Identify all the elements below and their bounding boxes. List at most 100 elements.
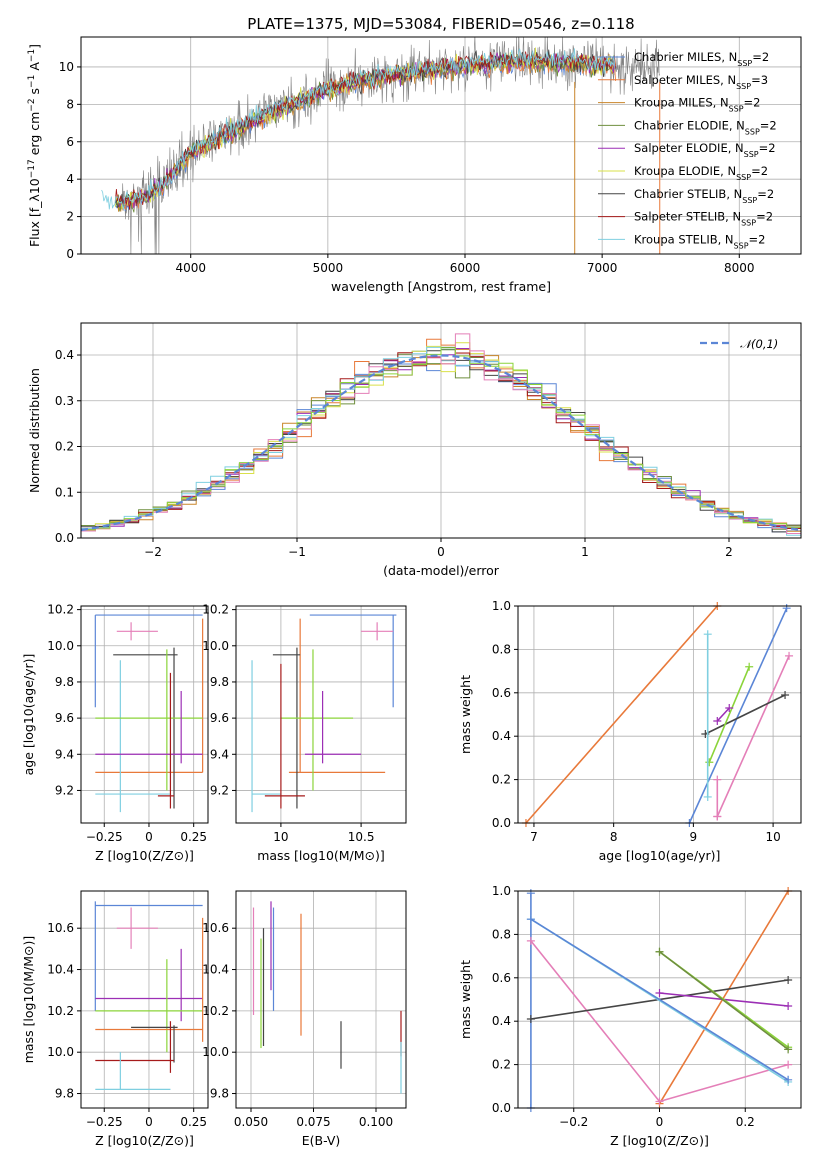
y-tick-label: 0.6 xyxy=(492,686,511,700)
plus-marker xyxy=(785,651,794,660)
plus-marker xyxy=(655,988,664,997)
histogram-step xyxy=(81,333,801,534)
y-tick-label: 0.3 xyxy=(55,394,74,408)
y-tick-label: 10.2 xyxy=(202,603,229,617)
y-axis-label: mass weight xyxy=(458,675,473,754)
y-tick-label: 0.2 xyxy=(492,773,511,787)
x-axis-label: mass [log10(M/M⊙)] xyxy=(257,848,385,863)
legend-label: Chabrier MILES, NSSP=2 xyxy=(634,50,769,68)
x-tick-label: 5000 xyxy=(313,261,344,275)
y-tick-label: 0.4 xyxy=(492,1014,511,1028)
y-tick-label: 10.2 xyxy=(47,603,74,617)
x-tick-label: 8000 xyxy=(724,261,755,275)
y-tick-label: 1.0 xyxy=(492,884,511,898)
plus-marker xyxy=(725,703,734,712)
y-tick-label: 9.8 xyxy=(210,675,229,689)
plus-marker xyxy=(655,947,664,956)
plus-marker xyxy=(713,812,722,821)
legend-label: Chabrier ELODIE, NSSP=2 xyxy=(634,118,777,136)
plus-marker xyxy=(705,758,714,767)
axes-frame xyxy=(80,605,209,824)
x-tick-label: −0.25 xyxy=(86,1115,123,1129)
x-tick-label: 2 xyxy=(725,545,733,559)
x-tick-label: 0.2 xyxy=(736,1115,755,1129)
panel-weight-vs-age: 7 8 9 10 0.0 0.2 0.4 0.6 0.8 1.0 age [log10(age/yr… xyxy=(458,599,802,863)
plot-area xyxy=(251,614,397,813)
y-tick-label: 9.6 xyxy=(210,711,229,725)
x-tick-label: 9 xyxy=(690,830,698,844)
legend-label: Kroupa MILES, NSSP=2 xyxy=(634,96,760,114)
weight-line xyxy=(530,918,789,1081)
y-tick-label: 0.8 xyxy=(492,642,511,656)
histogram-step xyxy=(81,342,801,532)
x-tick-label: 10.5 xyxy=(348,830,375,844)
x-tick-label: 0 xyxy=(145,830,153,844)
y-tick-label: 9.8 xyxy=(210,1087,229,1101)
y-axis-label: mass weight xyxy=(458,960,473,1039)
legend-label: Kroupa STELIB, NSSP=2 xyxy=(634,232,765,250)
panel-weight-vs-Z: −0.2 0 0.2 0.0 0.2 0.4 0.6 0.8 1.0 Z [log10(Z/Z⊙)… xyxy=(458,884,802,1148)
y-axis-label: age [log10(age/yr)] xyxy=(21,654,36,776)
panel-spectrum: 4000 5000 6000 7000 8000 0 2 4 6 8 10 Chabrier MILE… xyxy=(27,36,802,294)
x-tick-label: 0.25 xyxy=(180,1115,207,1129)
y-tick-label: 0.0 xyxy=(492,1101,511,1115)
spectrum-lines xyxy=(101,37,661,254)
y-tick-label: 8 xyxy=(66,97,74,111)
plus-marker xyxy=(784,975,793,984)
x-axis-label: age [log10(age/yr)] xyxy=(599,848,721,863)
x-tick-label: 0.075 xyxy=(296,1115,330,1129)
panel-mass-vs-Z: −0.25 0 0.25 9.8 10.0 10.2 10.4 10.6 Z [log10(Z/… xyxy=(21,890,209,1148)
panel-mass-vs-ebv: 0.050 0.075 0.100 9.8 10.0 10.2 10.4 10.6 E(B-V) xyxy=(202,890,407,1148)
x-axis-label: wavelength [Angstrom, rest frame] xyxy=(331,279,551,294)
y-tick-label: 9.8 xyxy=(55,675,74,689)
weight-line xyxy=(716,655,790,817)
weight-line xyxy=(716,707,730,722)
y-tick-label: 10.2 xyxy=(202,1004,229,1018)
plot-area: Chabrier MILES, NSSP=2 Salpeter MILES, NS… xyxy=(101,37,777,254)
x-axis-label: (data-model)/error xyxy=(383,563,500,578)
grid xyxy=(236,606,406,823)
y-axis-label: Normed distribution xyxy=(27,368,42,493)
plus-marker xyxy=(784,1075,793,1084)
histogram-step xyxy=(81,348,801,537)
plus-marker xyxy=(784,1045,793,1054)
x-tick-label: 4000 xyxy=(175,261,206,275)
x-tick-label: 0 xyxy=(437,545,445,559)
x-tick-label: −2 xyxy=(144,545,162,559)
plus-marker xyxy=(784,1002,793,1011)
plot-area xyxy=(521,602,794,827)
x-tick-label: 7 xyxy=(530,830,538,844)
plus-marker xyxy=(745,662,754,671)
y-tick-label: 0.0 xyxy=(492,816,511,830)
weight-line xyxy=(708,666,750,763)
axes-frame xyxy=(517,890,802,1109)
y-tick-label: 0.8 xyxy=(492,927,511,941)
y-tick-label: 0.2 xyxy=(55,440,74,454)
y-tick-label: 10.0 xyxy=(47,1045,74,1059)
x-axis-label: Z [log10(Z/Z⊙)] xyxy=(95,848,194,863)
legend-label: Salpeter STELIB, NSSP=2 xyxy=(634,210,773,228)
plus-marker xyxy=(526,915,535,924)
y-tick-label: 0.4 xyxy=(55,348,74,362)
y-tick-label: 4 xyxy=(66,172,74,186)
legend-label: Salpeter ELODIE, NSSP=2 xyxy=(634,141,776,159)
y-axis-label: Flux [f_λ10−17 erg cm−2 s−1 A−1] xyxy=(27,44,42,247)
legend: Chabrier MILES, NSSP=2 Salpeter MILES, NS… xyxy=(598,50,777,250)
y-tick-label: 9.2 xyxy=(55,783,74,797)
x-tick-label: 10 xyxy=(765,830,780,844)
plus-marker xyxy=(781,690,790,699)
y-tick-label: 0.2 xyxy=(492,1058,511,1072)
y-tick-label: 2 xyxy=(66,210,74,224)
panel-residuals: −2 −1 0 1 2 0.0 0.1 0.2 0.3 0.4 𝒩(0,1) (data-model)… xyxy=(27,322,802,578)
y-tick-label: 1.0 xyxy=(492,599,511,613)
plus-marker xyxy=(655,1097,664,1106)
legend-label: 𝒩(0,1) xyxy=(740,337,778,351)
y-tick-label: 10.6 xyxy=(202,921,229,935)
y-tick-label: 0 xyxy=(66,247,74,261)
x-tick-label: 8 xyxy=(610,830,618,844)
x-tick-label: 0 xyxy=(145,1115,153,1129)
plus-marker xyxy=(526,889,535,898)
y-tick-label: 10.4 xyxy=(47,963,74,977)
legend-label: Salpeter MILES, NSSP=3 xyxy=(634,73,768,91)
plot-area xyxy=(94,901,204,1091)
